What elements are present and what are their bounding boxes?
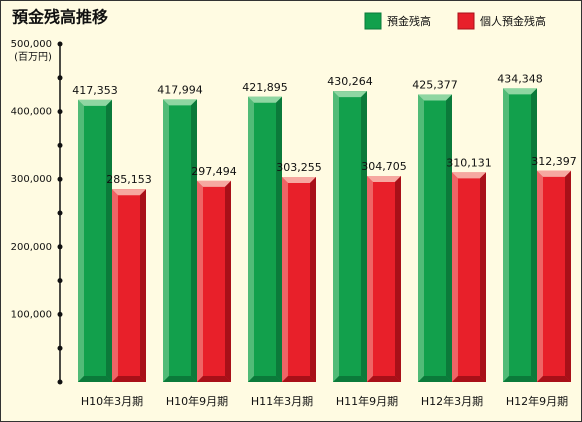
y-tick-label: 400,000: [11, 107, 52, 118]
chart-title: 預金残高推移: [12, 8, 108, 27]
bar: [112, 189, 146, 382]
value-label: 285,153: [106, 173, 152, 186]
legend-swatch: [364, 12, 382, 30]
x-tick-label: H10年9月期: [166, 394, 228, 408]
value-label: 304,705: [361, 160, 407, 173]
y-tick: [57, 244, 63, 250]
value-label: 421,895: [242, 81, 288, 94]
bar: [333, 91, 367, 382]
y-minor-tick: [57, 75, 63, 81]
bar: [78, 99, 112, 382]
y-minor-tick: [57, 210, 63, 216]
value-label: 312,397: [531, 155, 577, 168]
value-label: 425,377: [412, 78, 458, 91]
y-tick-label: 200,000: [11, 242, 52, 253]
value-label: 417,994: [157, 83, 203, 96]
y-minor-tick: [57, 345, 63, 351]
value-label: 310,131: [446, 156, 492, 169]
x-tick-label: H12年9月期: [506, 394, 568, 408]
y-tick-label: 300,000: [11, 174, 52, 185]
y-minor-tick: [57, 142, 63, 148]
legend-swatch: [457, 12, 475, 30]
y-minor-tick: [57, 379, 63, 385]
bar: [537, 170, 571, 382]
value-label: 430,264: [327, 75, 373, 88]
bar: [197, 180, 231, 382]
bar: [367, 176, 401, 382]
y-tick: [57, 176, 63, 182]
bar: [452, 172, 486, 382]
x-tick-label: H10年3月期: [81, 394, 143, 408]
y-tick: [57, 311, 63, 317]
bar: [163, 99, 197, 382]
value-label: 434,348: [497, 72, 543, 85]
y-tick: [57, 109, 63, 115]
y-tick: [57, 41, 63, 47]
bar: [418, 94, 452, 383]
x-tick-label: H12年3月期: [421, 394, 483, 408]
bar: [503, 88, 537, 383]
legend-label: 個人預金残高: [480, 14, 546, 28]
y-unit: (百万円): [14, 51, 52, 63]
value-label: 297,494: [191, 165, 237, 178]
x-tick-label: H11年9月期: [336, 394, 398, 408]
bar: [248, 96, 282, 382]
x-tick-label: H11年3月期: [251, 394, 313, 408]
legend-label: 預金残高: [387, 14, 431, 28]
y-minor-tick: [57, 278, 63, 284]
value-label: 417,353: [72, 84, 118, 97]
value-label: 303,255: [276, 161, 322, 174]
y-tick-label: 100,000: [11, 309, 52, 320]
y-tick-label: 500,000: [11, 39, 52, 50]
bar: [282, 176, 316, 382]
